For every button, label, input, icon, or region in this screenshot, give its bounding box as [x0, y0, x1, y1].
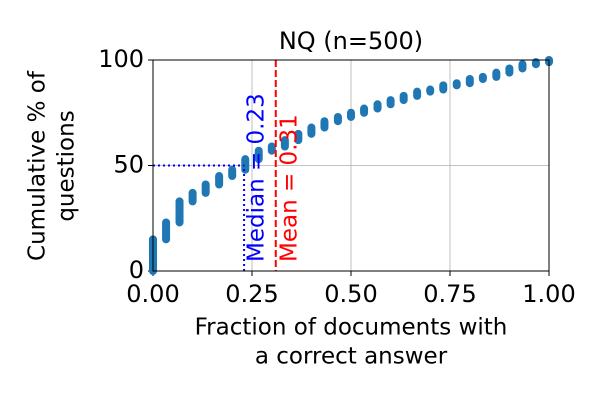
y-tick-label: 100: [98, 45, 144, 73]
chart-title: NQ (n=500): [279, 27, 423, 55]
x-tick-label: 0.75: [423, 280, 476, 308]
median-label: Median = 0.23: [244, 93, 270, 262]
plot-frame: [152, 59, 550, 272]
y-axis-label: questions: [54, 110, 80, 221]
x-tick-label: 0.50: [324, 280, 377, 308]
y-tick-label: 50: [113, 151, 144, 179]
x-tick-label: 0.00: [126, 280, 179, 308]
mean-label: Mean = 0.31: [276, 114, 302, 262]
y-axis-label: Cumulative % of: [25, 70, 51, 261]
y-tick-label: 0: [129, 256, 144, 284]
x-axis-label: Fraction of documents with: [195, 315, 508, 341]
x-axis-label: a correct answer: [255, 344, 448, 370]
x-tick-label: 0.25: [225, 280, 278, 308]
x-tick-label: 1.00: [522, 280, 575, 308]
